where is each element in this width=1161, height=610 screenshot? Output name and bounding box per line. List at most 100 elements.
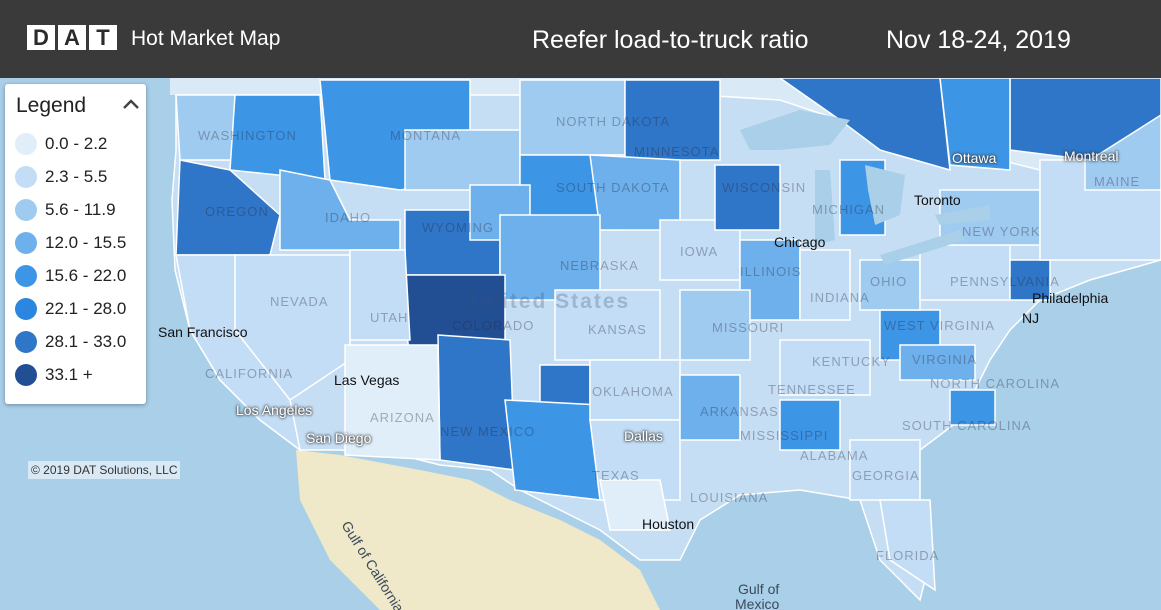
state-label-south-dakota: SOUTH DAKOTA [556, 180, 670, 195]
state-label-nevada: NEVADA [270, 294, 329, 309]
city-label-los-angeles: Los Angeles [236, 402, 313, 418]
region-ontario-east [939, 78, 1011, 171]
legend-row: 33.1 + [15, 363, 93, 387]
state-label-new-mexico: NEW MEXICO [440, 424, 536, 439]
state-label-wyoming: WYOMING [422, 220, 494, 235]
state-label-oregon: OREGON [205, 204, 269, 219]
city-label-las-vegas: Las Vegas [334, 372, 400, 388]
city-label-chicago: Chicago [774, 234, 826, 250]
region-north-carolina [949, 389, 996, 426]
state-label-michigan: MICHIGAN [812, 202, 885, 217]
legend-row: 0.0 - 2.2 [15, 132, 107, 156]
region-pennsylvania [919, 244, 1011, 301]
region-ny-south [1009, 259, 1051, 301]
state-label-new-york: NEW YORK [962, 224, 1041, 239]
state-label-alabama: ALABAMA [800, 448, 869, 463]
map-svg[interactable] [0, 78, 1161, 610]
state-label-kentucky: KENTUCKY [812, 354, 891, 369]
state-label-north-dakota: NORTH DAKOTA [556, 114, 671, 129]
legend-swatch [15, 232, 37, 254]
region-kentucky [779, 339, 871, 396]
state-label-arkansas: ARKANSAS [700, 404, 779, 419]
legend-label: 12.0 - 15.5 [45, 233, 127, 252]
state-label-florida: FLORIDA [876, 548, 940, 563]
market-regions [175, 78, 1161, 592]
great-lakes [740, 110, 990, 265]
state-label-indiana: INDIANA [810, 290, 870, 305]
region-florida [879, 499, 936, 592]
city-label-ottawa: Ottawa [952, 150, 997, 166]
state-label-nebraska: NEBRASKA [560, 258, 639, 273]
region-wisconsin [714, 164, 781, 231]
state-label-tennessee: TENNESSEE [768, 382, 856, 397]
chevron-up-icon[interactable] [121, 96, 141, 112]
state-label-utah: UTAH [370, 310, 409, 325]
state-label-arizona: ARIZONA [370, 410, 435, 425]
region-minnesota-north [624, 79, 721, 161]
region-virginia [899, 344, 976, 381]
region-california [175, 254, 302, 452]
legend-swatch [15, 199, 37, 221]
water-label-gulf-of-mexico-2: Mexico [735, 596, 780, 610]
region-houston [599, 479, 671, 531]
legend-label: 33.1 + [45, 365, 93, 384]
state-label-north-carolina: NORTH CAROLINA [930, 376, 1061, 391]
state-label-virginia: VIRGINIA [912, 352, 978, 367]
legend-row: 12.0 - 15.5 [15, 231, 126, 255]
state-label-illinois: ILLINOIS [740, 264, 802, 279]
state-label-idaho: IDAHO [325, 210, 372, 225]
state-label-missouri: MISSOURI [712, 320, 785, 335]
app-name: Hot Market Map [131, 27, 281, 50]
country-label: United States [470, 290, 631, 313]
region-utah [349, 249, 411, 341]
region-indiana [799, 249, 851, 321]
city-label-san-diego: San Diego [306, 430, 372, 446]
region-arkansas [679, 374, 741, 441]
state-label-oklahoma: OKLAHOMA [592, 384, 674, 399]
state-label-pennsylvania: PENNSYLVANIA [950, 274, 1060, 289]
city-label-toronto: Toronto [914, 192, 961, 208]
logo-letter-a: A [58, 25, 86, 50]
legend-row: 15.6 - 22.0 [15, 264, 126, 288]
state-label-washington: WASHINGTON [198, 128, 297, 143]
region-tennessee [779, 399, 841, 451]
lake-superior [740, 110, 850, 150]
city-label-philadelphia: Philadelphia [1032, 290, 1109, 306]
water-label-gulf-of-mexico-1: Gulf of [738, 581, 780, 597]
legend-label: 28.1 - 33.0 [45, 332, 127, 351]
legend-title: Legend [16, 94, 87, 117]
state-label-iowa: IOWA [680, 244, 719, 259]
state-label-nj: NJ [1022, 310, 1040, 326]
state-label-texas: TEXAS [592, 468, 640, 483]
state-label-mississippi: MISSISSIPPI [740, 428, 829, 443]
state-label-south-carolina: SOUTH CAROLINA [902, 418, 1032, 433]
state-label-wisconsin: WISCONSIN [722, 180, 807, 195]
legend-label: 22.1 - 28.0 [45, 299, 127, 318]
legend-panel: Legend 0.0 - 2.2 2.3 - 5.5 5.6 - 11.9 12.0 … [5, 84, 146, 404]
copyright-notice: © 2019 DAT Solutions, LLC [28, 461, 181, 479]
lake-michigan [815, 170, 835, 245]
legend-label: 5.6 - 11.9 [45, 200, 116, 219]
state-label-west-virginia: WEST VIRGINIA [884, 318, 995, 333]
region-ontario-north [778, 78, 951, 172]
region-new-mexico [437, 334, 516, 471]
city-label-dallas: Dallas [624, 428, 663, 444]
region-arizona [344, 344, 441, 461]
legend-label: 0.0 - 2.2 [45, 134, 108, 153]
map-title: Reefer load-to-truck ratio [532, 26, 809, 54]
legend-row: 2.3 - 5.5 [15, 165, 107, 189]
state-label-colorado: COLORADO [452, 318, 535, 333]
legend-label: 2.3 - 5.5 [45, 167, 108, 186]
logo-letter-d: D [27, 25, 55, 50]
date-range: Nov 18-24, 2019 [886, 26, 1071, 54]
state-label-montana: MONTANA [390, 128, 462, 143]
state-label-georgia: GEORGIA [852, 468, 920, 483]
city-label-houston: Houston [642, 516, 695, 532]
map-canvas[interactable]: United States WASHINGTON OREGON IDAHO MO… [0, 78, 1161, 610]
region-oregon [175, 159, 281, 256]
legend-row: 5.6 - 11.9 [15, 198, 116, 222]
region-tx-panhandle [504, 399, 601, 501]
legend-swatch [15, 298, 37, 320]
state-label-california: CALIFORNIA [205, 366, 294, 381]
state-label-minnesota: MINNESOTA [634, 144, 720, 159]
